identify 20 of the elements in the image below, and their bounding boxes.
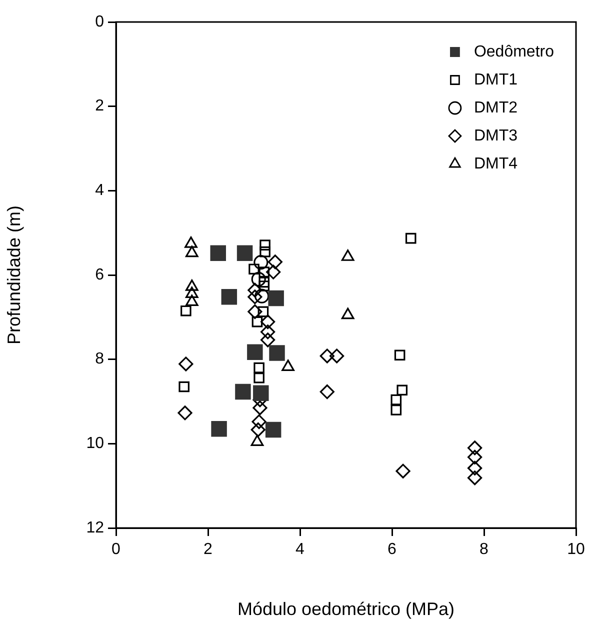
x-axis-title: Módulo oedométrico (MPa)	[237, 599, 455, 620]
legend-label: DMT1	[474, 71, 518, 88]
y-tick-label: 4	[95, 182, 104, 200]
legend-label: Oedômetro	[474, 43, 554, 60]
x-tick-label: 4	[296, 541, 305, 558]
x-tick-label: 6	[388, 541, 397, 558]
y-axis-title: Profundidade (m)	[4, 205, 24, 345]
x-tick-label: 8	[480, 541, 489, 558]
y-tick-label: 12	[86, 519, 104, 536]
legend-label: DMT3	[474, 127, 518, 144]
y-tick-label: 8	[95, 350, 104, 368]
legend-label: DMT2	[474, 99, 518, 116]
y-tick-label: 6	[95, 266, 104, 284]
legend-label: DMT4	[474, 155, 518, 172]
y-tick-label: 2	[95, 98, 104, 115]
y-tick-label: 0	[95, 13, 104, 30]
x-tick-label: 0	[112, 541, 121, 558]
x-tick-label: 2	[204, 541, 213, 558]
x-tick-label: 10	[567, 541, 585, 558]
y-tick-label: 10	[86, 435, 104, 452]
